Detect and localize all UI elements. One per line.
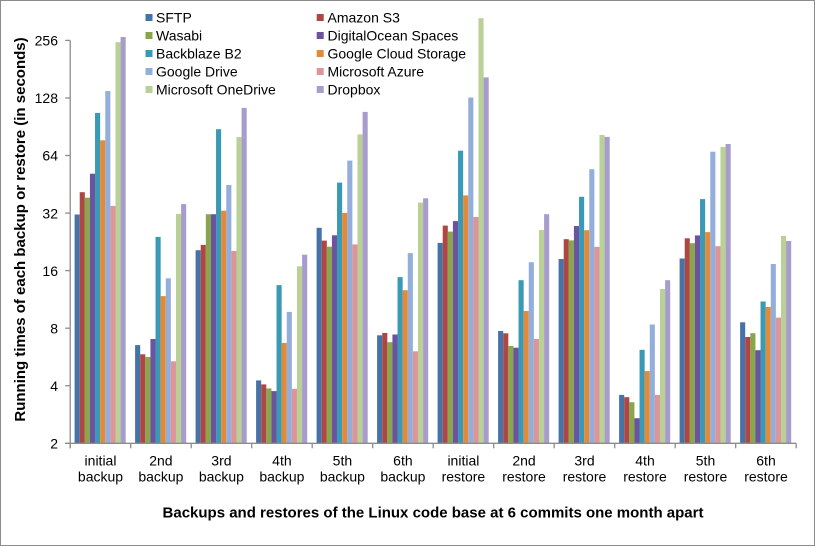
svg-text:4: 4 [50,378,58,394]
svg-text:Backblaze B2: Backblaze B2 [156,46,242,62]
svg-text:Google Drive: Google Drive [156,64,238,80]
svg-text:5th: 5th [333,453,352,469]
svg-text:backup: backup [199,469,244,485]
svg-text:Microsoft OneDrive: Microsoft OneDrive [156,82,276,98]
svg-text:8: 8 [50,320,58,336]
svg-text:3rd: 3rd [211,453,231,469]
svg-text:restore: restore [684,469,728,485]
svg-text:backup: backup [259,469,304,485]
svg-text:Backups and restores of the Li: Backups and restores of the Linux code b… [163,505,704,522]
svg-text:restore: restore [623,469,667,485]
svg-text:5th: 5th [696,453,715,469]
svg-text:6th: 6th [393,453,412,469]
svg-text:6th: 6th [756,453,775,469]
svg-text:2: 2 [50,436,58,452]
svg-text:initial: initial [447,453,479,469]
svg-text:restore: restore [744,469,788,485]
svg-text:Running times of each backup o: Running times of each backup or restore … [12,37,29,421]
svg-text:initial: initial [85,453,117,469]
svg-text:Wasabi: Wasabi [156,28,202,44]
svg-text:backup: backup [138,469,183,485]
svg-text:Microsoft Azure: Microsoft Azure [328,64,425,80]
svg-text:2nd: 2nd [512,453,535,469]
svg-text:restore: restore [563,469,607,485]
svg-text:4th: 4th [272,453,291,469]
svg-text:4th: 4th [635,453,654,469]
svg-text:2nd: 2nd [149,453,172,469]
svg-text:restore: restore [442,469,486,485]
svg-text:16: 16 [42,263,58,279]
svg-text:64: 64 [42,148,58,164]
svg-text:backup: backup [380,469,425,485]
svg-text:backup: backup [320,469,365,485]
svg-text:Dropbox: Dropbox [328,82,381,98]
svg-text:32: 32 [42,205,58,221]
svg-text:3rd: 3rd [574,453,594,469]
svg-text:Google Cloud Storage: Google Cloud Storage [328,46,467,62]
svg-text:restore: restore [502,469,546,485]
svg-text:256: 256 [35,33,59,49]
svg-text:128: 128 [35,90,59,106]
svg-text:SFTP: SFTP [156,10,192,26]
svg-text:backup: backup [78,469,123,485]
svg-text:DigitalOcean Spaces: DigitalOcean Spaces [328,28,459,44]
svg-text:Amazon S3: Amazon S3 [328,10,401,26]
